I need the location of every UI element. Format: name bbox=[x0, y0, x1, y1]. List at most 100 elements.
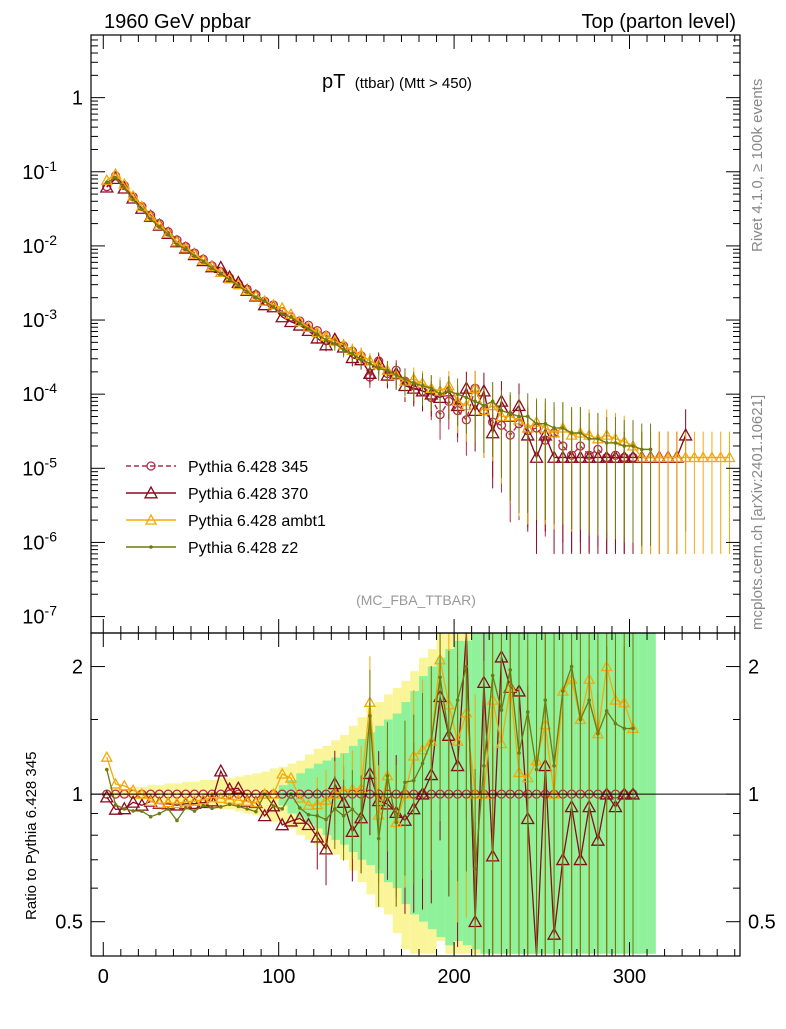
point-z2 bbox=[587, 436, 591, 441]
point-z2 bbox=[210, 266, 214, 271]
ratio-point-z2 bbox=[254, 809, 258, 814]
ratio-point-z2 bbox=[350, 807, 355, 812]
ratio-point-z2 bbox=[333, 807, 337, 811]
point-z2 bbox=[368, 361, 372, 366]
ratio-point-p370 bbox=[362, 766, 377, 780]
point-ambt1 bbox=[276, 301, 289, 313]
ratio-point-z2 bbox=[227, 802, 232, 807]
ratio-y-tick-label-right: 1 bbox=[748, 784, 759, 806]
ratio-point-ambt1 bbox=[302, 798, 315, 810]
ratio-ylabel: Ratio to Pythia 6.428 345 bbox=[23, 752, 40, 920]
point-z2 bbox=[447, 389, 451, 393]
main-title-sub: (ttbar) (Mtt > 450) bbox=[355, 75, 472, 92]
point-p370 bbox=[310, 330, 325, 344]
ratio-point-ambt1 bbox=[214, 791, 227, 803]
point-z2 bbox=[192, 254, 197, 258]
point-ambt1 bbox=[688, 451, 701, 463]
ratio-point-z2 bbox=[587, 698, 591, 702]
point-z2 bbox=[315, 332, 320, 337]
ratio-point-z2 bbox=[622, 726, 627, 731]
point-z2 bbox=[411, 381, 416, 386]
band-green-bin bbox=[647, 633, 656, 954]
ratio-point-z2 bbox=[148, 814, 153, 819]
ratio-point-p370 bbox=[231, 780, 246, 794]
band-green-bin bbox=[278, 785, 288, 806]
ratio-point-z2 bbox=[604, 709, 609, 713]
point-z2 bbox=[324, 338, 328, 342]
mcplots-label: mcplots.cern.ch [arXiv:2401.10621] bbox=[749, 395, 766, 630]
ratio-point-p370 bbox=[99, 789, 114, 803]
point-z2 bbox=[648, 447, 653, 452]
point-z2 bbox=[157, 225, 162, 229]
ratio-point-z2 bbox=[613, 721, 618, 726]
point-z2 bbox=[175, 242, 179, 247]
ratio-point-z2 bbox=[569, 664, 574, 669]
ratio-point-z2 bbox=[192, 809, 197, 813]
point-z2 bbox=[569, 431, 574, 435]
point-z2 bbox=[113, 175, 118, 180]
band-green-bin bbox=[445, 649, 455, 946]
point-z2 bbox=[297, 321, 302, 326]
band-green-bin bbox=[489, 633, 498, 954]
ratio-point-z2 bbox=[131, 809, 135, 813]
legend-marker-z2 bbox=[149, 545, 153, 549]
header-right: Top (parton level) bbox=[581, 11, 736, 33]
legend-marker-p370 bbox=[143, 485, 159, 499]
ratio-point-p370 bbox=[292, 811, 307, 824]
point-z2 bbox=[438, 392, 442, 396]
band-green-bin bbox=[611, 633, 621, 954]
ratio-point-z2 bbox=[552, 763, 556, 768]
ratio-point-z2 bbox=[578, 717, 583, 722]
ratio-point-z2 bbox=[499, 708, 504, 712]
ratio-point-z2 bbox=[201, 803, 206, 808]
ratio-point-z2 bbox=[219, 805, 223, 809]
ratio-point-z2 bbox=[157, 811, 162, 816]
band-green-bin bbox=[638, 633, 648, 954]
band-yellow-bin bbox=[164, 783, 174, 804]
band-green-bin bbox=[497, 633, 507, 954]
ratio-point-p370 bbox=[108, 802, 123, 815]
point-z2 bbox=[473, 399, 477, 404]
ratio-point-p370 bbox=[117, 801, 132, 815]
ratio-point-z2 bbox=[306, 812, 311, 817]
point-ambt1 bbox=[670, 451, 683, 463]
band-yellow-bin bbox=[269, 768, 279, 822]
point-p370 bbox=[283, 314, 299, 328]
y-tick-label: 10-3 bbox=[22, 306, 57, 332]
band-green-bin bbox=[462, 640, 472, 946]
ratio-point-z2 bbox=[280, 807, 284, 811]
x-tick-label: 200 bbox=[437, 966, 470, 988]
band-green-bin bbox=[480, 633, 490, 954]
ratio-point-z2 bbox=[490, 673, 495, 678]
legend-marker-p345 bbox=[146, 461, 156, 471]
ratio-y-tick-label-right: 0.5 bbox=[748, 912, 776, 934]
point-z2 bbox=[578, 431, 583, 435]
ratio-point-ambt1 bbox=[276, 767, 289, 779]
main-title-main: pT bbox=[322, 71, 345, 93]
y-tick-label: 10-5 bbox=[22, 454, 57, 480]
legend-marker-ambt1 bbox=[144, 513, 158, 525]
legend-entry-p345: Pythia 6.428 345 bbox=[126, 459, 308, 476]
y-tick-label: 10-1 bbox=[22, 158, 57, 184]
point-z2 bbox=[499, 408, 504, 413]
point-ambt1 bbox=[661, 451, 675, 463]
ratio-point-z2 bbox=[122, 807, 127, 811]
y-tick-label: 10-7 bbox=[22, 603, 57, 629]
point-z2 bbox=[350, 352, 355, 356]
point-z2 bbox=[359, 358, 363, 362]
ratio-point-ambt1 bbox=[197, 793, 210, 805]
ratio-point-z2 bbox=[297, 806, 302, 810]
point-z2 bbox=[490, 399, 495, 404]
band-green-bin bbox=[559, 633, 569, 954]
ratio-point-ambt1 bbox=[109, 777, 122, 789]
band-yellow-bin bbox=[120, 788, 130, 798]
ratio-point-z2 bbox=[104, 767, 109, 772]
watermark: (MC_FBA_TTBAR) bbox=[356, 592, 476, 608]
band-green-bin bbox=[568, 633, 577, 954]
axes-frames: 1 10-1 10-2 10-3 10-4 10-5 10-6 10-7 0 100 200 300 0… bbox=[22, 34, 776, 988]
point-z2 bbox=[131, 197, 135, 202]
point-p370 bbox=[275, 309, 290, 323]
point-z2 bbox=[271, 305, 276, 309]
band-green-bin bbox=[287, 779, 297, 814]
